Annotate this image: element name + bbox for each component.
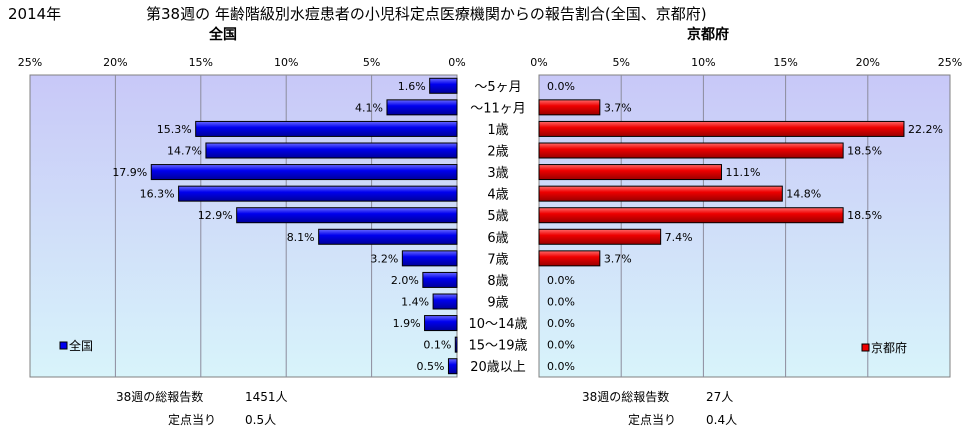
age-category-label: 9歳 [487,296,508,311]
left-report-count-value: 1451人 [245,390,288,404]
age-category-label: 15～19歳 [468,339,527,354]
national-bar [447,358,458,375]
national-data-label: 8.1% [287,231,315,244]
age-category-label: ～5ヶ月 [474,80,521,95]
kyoto-data-label: 11.1% [725,166,760,179]
national-bar [178,185,458,202]
left-report-count-label: 38週の総報告数 [116,390,204,404]
kyoto-legend-swatch [861,343,870,352]
national-bar [422,271,458,288]
age-category-label: 4歳 [487,188,508,203]
left-tick-label: 5% [363,56,380,69]
kyoto-bar [538,185,783,202]
national-data-label: 3.2% [370,252,398,265]
left-tick-label: 10% [274,56,298,69]
kyoto-data-label: 0.0% [547,360,575,373]
national-data-label: 2.0% [391,274,419,287]
left-tick-label: 15% [189,56,213,69]
kyoto-data-label: 18.5% [847,209,882,222]
national-data-label: 17.9% [112,166,147,179]
kyoto-data-label: 22.2% [908,123,943,136]
right-tick-label: 5% [612,56,629,69]
national-bar [205,142,458,159]
national-data-label: 4.1% [355,101,383,114]
national-data-label: 14.7% [167,145,202,158]
age-category-label: 8歳 [487,274,508,289]
kyoto-bar [538,120,905,137]
age-category-label: 20歳以上 [470,360,526,375]
left-per-site-value: 0.5人 [245,413,277,427]
national-data-label: 0.1% [423,339,451,352]
right-tick-label: 20% [856,56,880,69]
national-bar [318,228,458,245]
national-data-label: 1.4% [401,296,429,309]
kyoto-data-label: 0.0% [547,296,575,309]
national-data-label: 12.9% [198,209,233,222]
national-bar [386,99,458,116]
right-plot-area [538,74,951,378]
age-category-label: 5歳 [487,209,508,224]
right-per-site-value: 0.4人 [706,413,738,427]
age-category-label: 6歳 [487,231,508,246]
kyoto-legend-label: 京都府 [871,340,907,355]
age-category-label: ～11ヶ月 [470,101,526,116]
kyoto-data-label: 14.8% [786,188,821,201]
kyoto-bar [538,142,844,159]
right-panel-title: 京都府 [687,27,729,43]
left-tick-label: 0% [448,56,465,69]
right-tick-label: 10% [691,56,715,69]
kyoto-bar [538,164,722,181]
kyoto-data-label: 3.7% [604,101,632,114]
age-category-label: 2歳 [487,145,508,160]
national-bar [429,77,458,94]
national-data-label: 16.3% [140,188,175,201]
national-bar [150,164,458,181]
kyoto-data-label: 0.0% [547,274,575,287]
kyoto-bar [538,250,601,267]
kyoto-bar [538,207,844,224]
national-bar [195,120,458,137]
national-bar [236,207,458,224]
left-tick-label: 25% [18,56,42,69]
kyoto-data-label: 3.7% [604,252,632,265]
age-category-label: 7歳 [487,252,508,267]
kyoto-bar [538,228,662,245]
national-legend-swatch [59,341,68,350]
left-panel-title: 全国 [209,27,237,43]
chart-title: 第38週の 年齢階級別水痘患者の小児科定点医療機関からの報告割合(全国、京都府) [146,5,707,23]
kyoto-data-label: 0.0% [547,339,575,352]
left-per-site-label: 定点当り [168,413,217,427]
year-label: 2014年 [8,5,62,23]
kyoto-data-label: 0.0% [547,80,575,93]
kyoto-data-label: 0.0% [547,317,575,330]
national-bar [432,293,458,310]
right-report-count-value: 27人 [706,390,734,404]
age-category-label: 1歳 [487,123,508,138]
national-data-label: 15.3% [157,123,192,136]
left-tick-label: 20% [103,56,127,69]
right-tick-label: 25% [938,56,962,69]
national-data-label: 0.5% [417,360,445,373]
national-bar [454,336,458,353]
kyoto-bar [538,99,601,116]
kyoto-data-label: 7.4% [665,231,693,244]
national-data-label: 1.9% [393,317,421,330]
national-bar [424,315,458,332]
right-tick-label: 15% [773,56,797,69]
national-legend-label: 全国 [69,338,93,353]
right-per-site-label: 定点当り [628,413,677,427]
national-bar [401,250,458,267]
national-data-label: 1.6% [398,80,426,93]
left-plot-area [29,74,458,378]
right-tick-label: 0% [530,56,547,69]
right-report-count-label: 38週の総報告数 [582,390,670,404]
age-category-label: 10～14歳 [468,317,527,332]
kyoto-data-label: 18.5% [847,145,882,158]
age-category-label: 3歳 [487,166,508,181]
